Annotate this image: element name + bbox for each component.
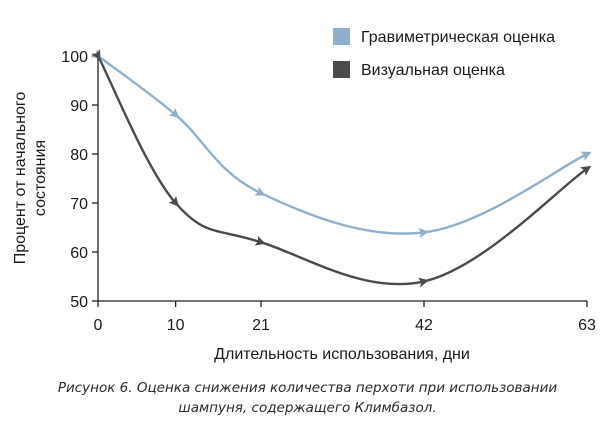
series-layer	[90, 48, 592, 288]
data-point	[418, 277, 429, 288]
x-axis: 0 10 21 42 63	[94, 300, 596, 334]
x-tick-label: 63	[578, 317, 596, 334]
data-point	[418, 228, 429, 238]
data-point	[168, 195, 179, 207]
x-tick-label: 42	[415, 317, 433, 334]
data-point	[91, 49, 101, 61]
legend-swatch	[333, 28, 350, 45]
y-tick-label: 60	[70, 245, 88, 262]
x-tick-label: 21	[252, 317, 270, 334]
y-axis-title-line2: состояния	[32, 140, 49, 216]
y-tick-label: 100	[61, 49, 88, 66]
data-point	[580, 165, 592, 176]
y-tick-label: 80	[70, 147, 88, 164]
series-line	[96, 54, 589, 235]
y-axis-title-line1: Процент от начального	[12, 92, 29, 265]
x-tick-label: 0	[94, 317, 103, 334]
series-line	[96, 54, 589, 286]
data-point	[580, 151, 592, 161]
x-axis-title: Длительность использования, дни	[214, 346, 470, 363]
data-point	[254, 235, 266, 246]
y-axis-title: Процент от начального состояния	[12, 92, 49, 265]
data-point	[168, 107, 180, 119]
y-tick-label: 90	[70, 98, 88, 115]
series-2	[91, 49, 592, 288]
line-chart: Процент от начального состояния 50 60 70 80…	[12, 28, 596, 363]
x-tick-label: 10	[167, 317, 185, 334]
legend-swatch	[333, 61, 350, 78]
data-point	[254, 186, 266, 196]
y-tick-label: 70	[70, 196, 88, 213]
legend-label: Визуальная оценка	[361, 62, 505, 79]
legend-label: Гравиметрическая оценка	[361, 29, 555, 46]
y-tick-label: 50	[70, 294, 88, 311]
legend: Гравиметрическая оценка Визуальная оценка	[333, 28, 555, 79]
y-axis: 50 60 70 80 90 100	[61, 49, 99, 311]
caption-line-1: Рисунок 6. Оценка снижения количества пе…	[57, 380, 558, 396]
figure-caption: Рисунок 6. Оценка снижения количества пе…	[20, 378, 595, 418]
caption-line-2: шампуня, содержащего Климбазол.	[178, 400, 437, 416]
